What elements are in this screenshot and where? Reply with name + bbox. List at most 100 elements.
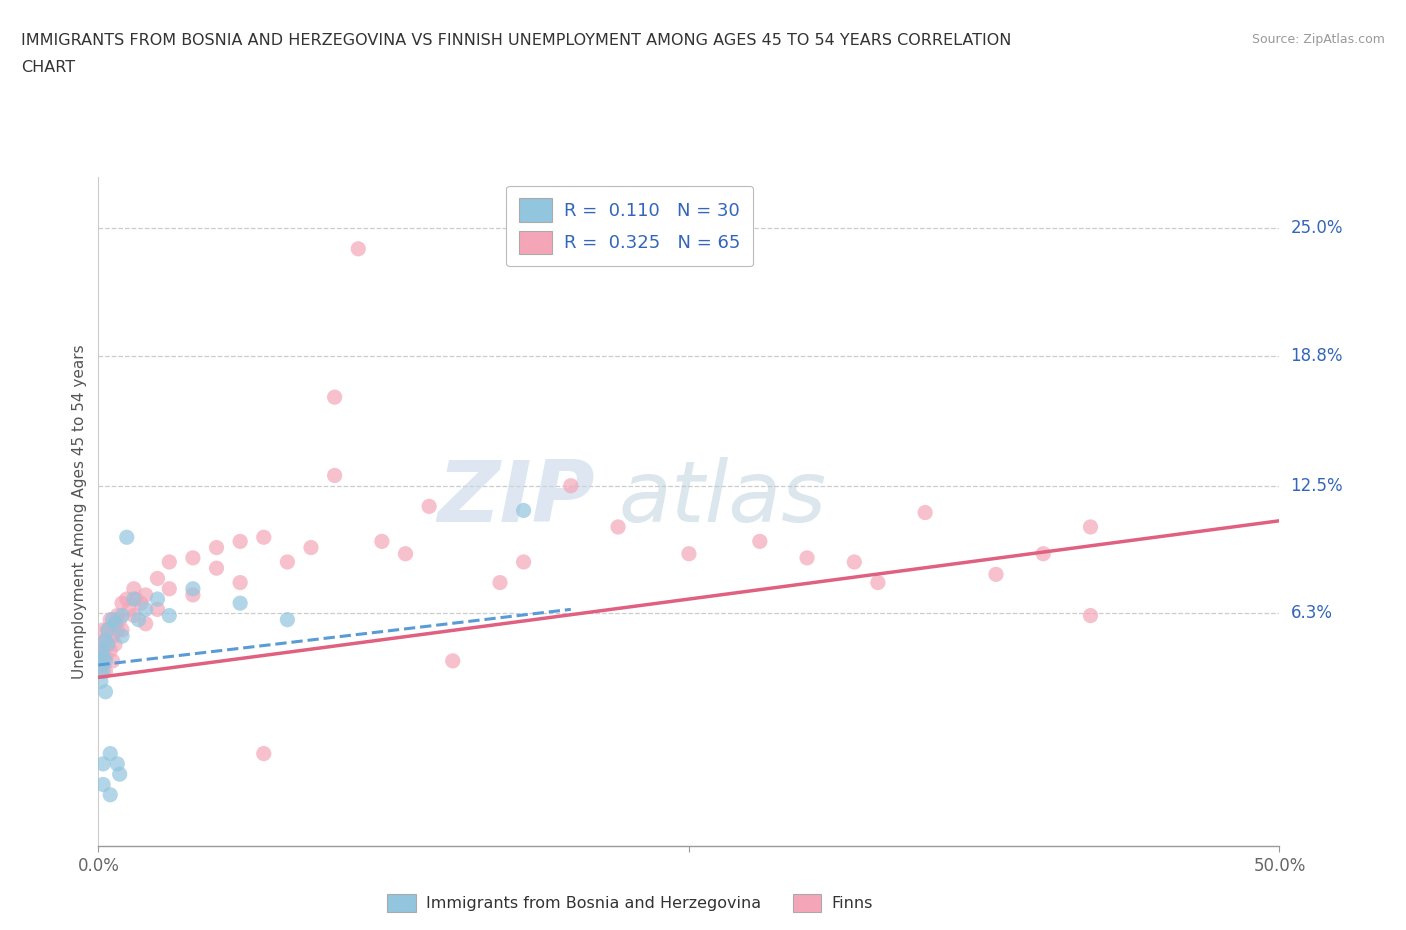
Point [94,684,117,699]
Point [115,530,138,545]
Text: 18.8%: 18.8% [1291,347,1343,365]
Point [90,658,112,672]
Point [229,596,252,611]
Point [98,612,121,627]
Point [181,581,204,596]
Point [122,581,145,596]
Point [104,617,127,631]
Text: 12.5%: 12.5% [1291,477,1343,495]
Point [678,546,700,561]
Text: IMMIGRANTS FROM BOSNIA AND HERZEGOVINA VS FINNISH UNEMPLOYMENT AMONG AGES 45 TO : IMMIGRANTS FROM BOSNIA AND HERZEGOVINA V… [21,33,1011,47]
Text: Source: ZipAtlas.com: Source: ZipAtlas.com [1251,33,1385,46]
Point [122,591,145,606]
Point [105,756,128,771]
Point [90,644,112,658]
Point [97,637,120,652]
Point [181,588,204,603]
Point [97,622,120,637]
Point [1032,546,1054,561]
Point [512,503,534,518]
Point [347,242,370,257]
Point [128,612,150,627]
Point [108,766,131,781]
Point [94,632,117,647]
Point [90,674,112,689]
Point [111,622,134,637]
Point [146,591,169,606]
Point [94,632,117,647]
Point [118,602,141,617]
Point [441,654,464,669]
Point [90,637,112,652]
Point [394,546,416,561]
Text: 25.0%: 25.0% [1291,219,1343,237]
Point [560,478,582,493]
Point [101,654,124,669]
Point [914,505,936,520]
Point [1080,520,1102,535]
Point [323,390,346,405]
Point [229,575,252,590]
Point [135,588,157,603]
Point [115,591,138,606]
Point [181,551,204,565]
Point [489,575,512,590]
Point [90,649,112,664]
Point [205,561,228,576]
Point [94,649,117,664]
Point [796,551,818,565]
Point [91,777,114,792]
Point [105,608,128,623]
Point [984,567,1007,582]
Point [98,746,121,761]
Point [104,617,127,631]
Point [866,575,889,590]
Text: atlas: atlas [619,457,827,539]
Point [97,622,120,637]
Point [253,530,276,545]
Point [91,644,114,658]
Point [90,664,112,679]
Point [111,596,134,611]
Point [135,617,157,631]
Point [1080,608,1102,623]
Point [94,664,117,679]
Point [844,554,866,569]
Point [105,622,128,637]
Point [101,612,124,627]
Legend: Immigrants from Bosnia and Herzegovina, Finns: Immigrants from Bosnia and Herzegovina, … [381,887,879,919]
Point [104,637,127,652]
Point [94,654,117,669]
Point [276,554,298,569]
Point [108,612,131,627]
Point [253,746,276,761]
Point [98,644,121,658]
Point [299,540,322,555]
Point [91,622,114,637]
Text: ZIP: ZIP [437,457,595,539]
Point [371,534,394,549]
Point [91,658,114,672]
Point [97,637,120,652]
Point [122,608,145,623]
Point [125,591,148,606]
Point [98,788,121,803]
Point [157,554,180,569]
Point [129,596,152,611]
Point [146,602,169,617]
Point [607,520,630,535]
Point [135,602,157,617]
Point [111,629,134,644]
Text: 6.3%: 6.3% [1291,604,1333,622]
Point [276,612,298,627]
Point [91,664,114,679]
Point [91,649,114,664]
Point [111,608,134,623]
Point [157,608,180,623]
Point [512,554,534,569]
Point [157,581,180,596]
Point [101,629,124,644]
Point [91,756,114,771]
Y-axis label: Unemployment Among Ages 45 to 54 years: Unemployment Among Ages 45 to 54 years [72,344,87,679]
Point [323,468,346,483]
